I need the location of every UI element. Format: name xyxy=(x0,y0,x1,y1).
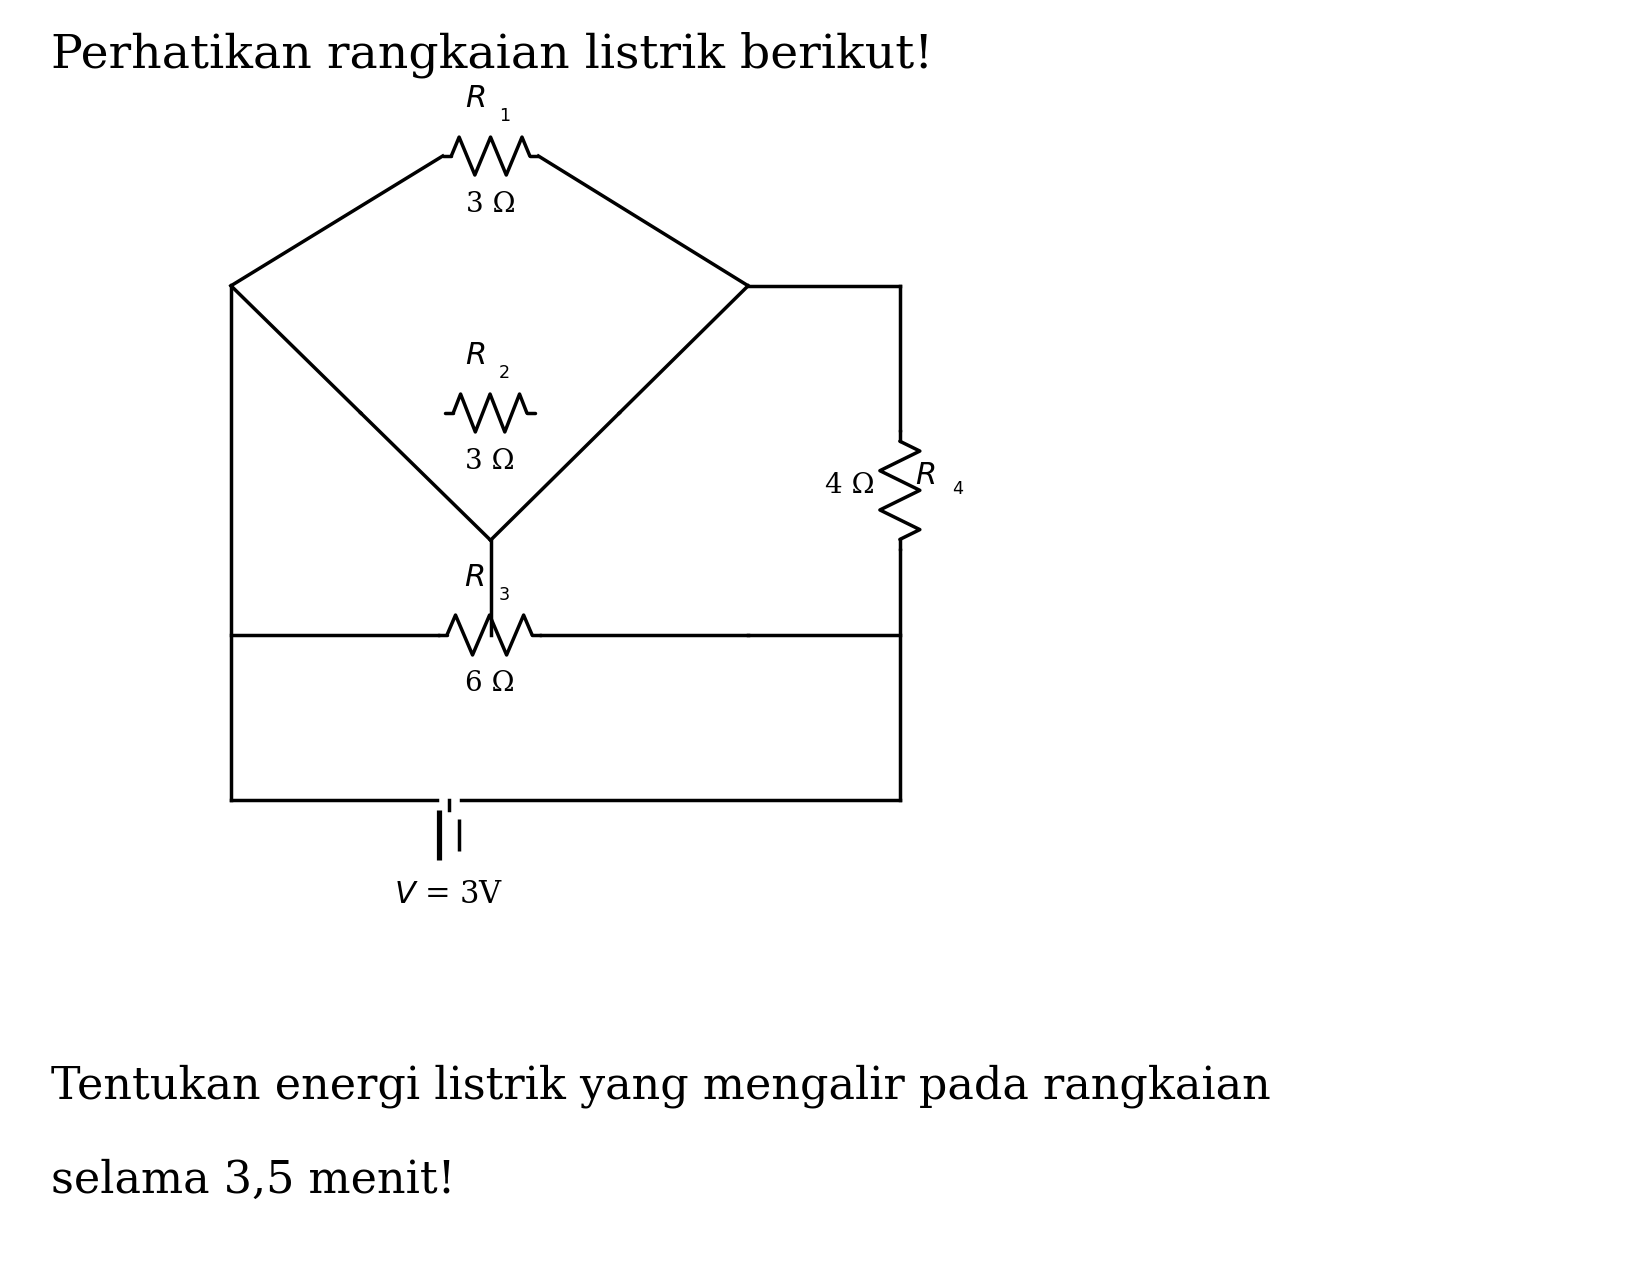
Text: $_1$: $_1$ xyxy=(499,102,510,125)
Text: $\mathit{R}$: $\mathit{R}$ xyxy=(464,341,486,371)
Text: $_2$: $_2$ xyxy=(499,359,510,382)
Text: 3 Ω: 3 Ω xyxy=(466,448,515,475)
Text: $_4$: $_4$ xyxy=(952,474,965,497)
Text: $\mathit{V}$ = 3V: $\mathit{V}$ = 3V xyxy=(394,879,504,911)
Text: $\mathit{R}$: $\mathit{R}$ xyxy=(464,562,484,594)
Text: Tentukan energi listrik yang mengalir pada rangkaian: Tentukan energi listrik yang mengalir pa… xyxy=(51,1064,1272,1108)
Text: 3 Ω: 3 Ω xyxy=(466,191,515,218)
Text: $\mathit{R}$: $\mathit{R}$ xyxy=(914,460,935,491)
Text: selama 3,5 menit!: selama 3,5 menit! xyxy=(51,1159,456,1201)
Text: $_3$: $_3$ xyxy=(497,580,510,603)
Text: Perhatikan rangkaian listrik berikut!: Perhatikan rangkaian listrik berikut! xyxy=(51,31,934,78)
Text: 4 Ω: 4 Ω xyxy=(825,472,875,499)
Text: 6 Ω: 6 Ω xyxy=(464,669,514,696)
Text: $\mathit{R}$: $\mathit{R}$ xyxy=(466,84,486,114)
